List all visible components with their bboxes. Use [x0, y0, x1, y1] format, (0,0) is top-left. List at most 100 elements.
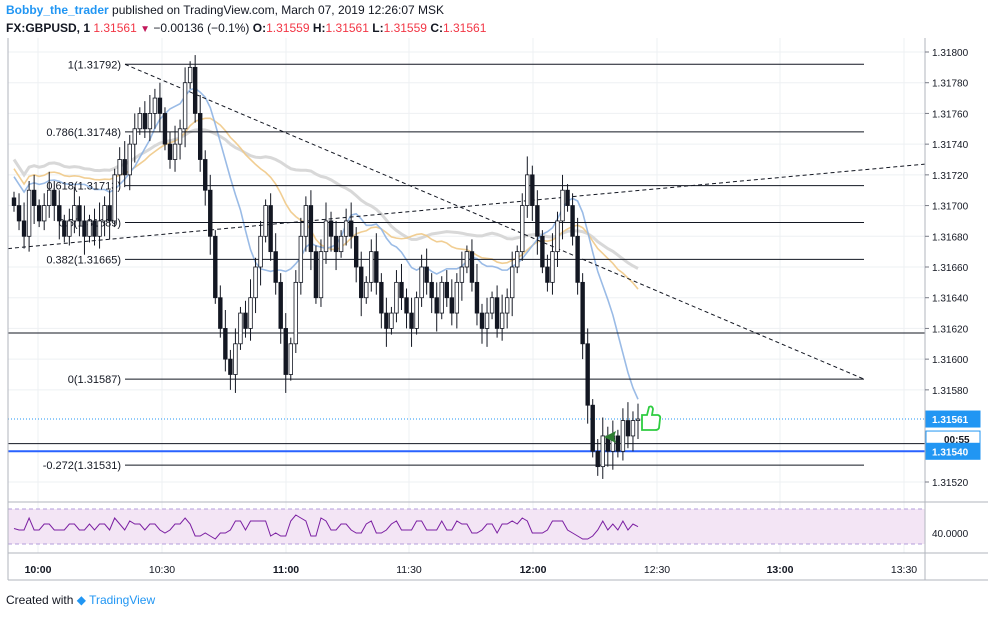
candle-body [72, 205, 77, 222]
candle-body [439, 281, 444, 314]
candles [11, 55, 641, 479]
candle-body [213, 235, 218, 299]
candle-body [87, 220, 92, 237]
candle-body [520, 205, 525, 253]
candle-body [233, 343, 238, 375]
rsi-pane: 40.0000 [8, 508, 969, 545]
fib-level-label: 0.786(1.31748) [46, 127, 121, 139]
candle-body [359, 266, 364, 299]
price-change: −0.00136 (−0.1%) [153, 21, 250, 35]
candle-body [197, 113, 203, 160]
candle-body [132, 128, 137, 145]
candle-body [509, 266, 515, 299]
candle-body [203, 159, 208, 191]
candle-body [318, 251, 324, 299]
candle-body [187, 66, 193, 84]
candle-body [238, 312, 243, 345]
price-tag-label: 1.31561 [932, 415, 969, 426]
candle-body [474, 281, 480, 314]
candle-body [152, 97, 158, 114]
trendlines[interactable] [7, 63, 926, 380]
candle-body [424, 266, 429, 283]
y-tick-label: 1.31660 [932, 263, 969, 274]
axes: 1.31800 1.31780 1.31760 1.31740 1.31720 1.317… [7, 38, 988, 581]
symbol-name[interactable]: FX:GBPUSD, 1 [6, 21, 91, 35]
y-tick-label: 1.31800 [932, 48, 969, 59]
candle-body [112, 174, 117, 222]
candle-body [333, 235, 339, 253]
candle-body [26, 189, 32, 237]
candle-body [208, 189, 213, 237]
candle-body [303, 205, 309, 237]
candle-body [635, 418, 641, 421]
candle-body [21, 220, 27, 237]
y-tick-label: 1.31760 [932, 109, 969, 120]
candle-body [464, 251, 470, 268]
chart-grid [8, 38, 925, 553]
candle-body [374, 251, 379, 283]
candle-body [555, 220, 560, 253]
thumbs-up-shape [641, 405, 662, 431]
candle-body [162, 113, 168, 145]
candle-body [31, 189, 37, 206]
rsi-band [8, 509, 925, 544]
candle-body [489, 297, 495, 314]
last-price: 1.31561 [93, 21, 137, 35]
candle-body [127, 143, 132, 176]
candle-body [147, 113, 153, 130]
fib-level-label: 1(1.31792) [68, 59, 121, 71]
candle-body [47, 189, 52, 206]
low-label: L: [372, 21, 384, 35]
y-tick-label: 1.31720 [932, 171, 969, 182]
candle-body [414, 297, 419, 329]
candle-body [379, 281, 384, 314]
price-tag-label: 00:55 [944, 435, 970, 446]
candle-body [535, 205, 540, 237]
candle-body [228, 358, 233, 375]
x-tick-label: 13:30 [891, 564, 917, 576]
open-label: O: [252, 21, 267, 35]
price-tag-label: 1.31540 [932, 447, 969, 458]
candle-body [429, 281, 434, 299]
candle-body [52, 189, 57, 206]
arrow-marker [604, 431, 616, 444]
candle-body [157, 97, 163, 114]
y-tick-label: 1.31600 [932, 355, 969, 366]
candle-body [479, 312, 485, 329]
y-tick-label: 1.31740 [932, 140, 969, 151]
candle-body [92, 220, 97, 237]
candle-body [16, 205, 22, 222]
candle-body [348, 220, 354, 237]
candle-body [499, 312, 505, 329]
price-tag [925, 442, 981, 460]
candle-body [615, 435, 621, 452]
candle-body [384, 312, 389, 329]
tradingview-brand[interactable]: TradingView [89, 593, 156, 607]
author-link[interactable]: Bobby_the_trader [6, 3, 109, 17]
candle-body [102, 205, 107, 222]
candle-body [62, 220, 67, 237]
y-tick-label: 1.31780 [932, 79, 969, 90]
candle-body [369, 251, 374, 283]
fib-level-label: 0(1.31587) [68, 374, 121, 386]
candle-body [313, 251, 319, 299]
candle-body [323, 220, 329, 253]
candle-body [419, 266, 424, 299]
candle-body [182, 82, 188, 130]
candle-body [353, 235, 359, 268]
candle-body [570, 205, 575, 237]
candle-body [364, 281, 369, 299]
candle-body [278, 281, 283, 329]
y-tick-label: 1.31520 [932, 478, 969, 489]
candle-body [595, 450, 600, 468]
close-value: 1.31561 [442, 21, 487, 35]
y-tick-label: 1.31640 [932, 294, 969, 305]
candle-body [389, 312, 394, 329]
candle-body [399, 281, 404, 299]
candle-body [97, 220, 102, 237]
candle-body [580, 281, 585, 345]
tradingview-logo-icon: ◆ [76, 593, 86, 607]
high-value: 1.31561 [325, 21, 369, 35]
y-tick-label: 1.31680 [932, 232, 969, 243]
